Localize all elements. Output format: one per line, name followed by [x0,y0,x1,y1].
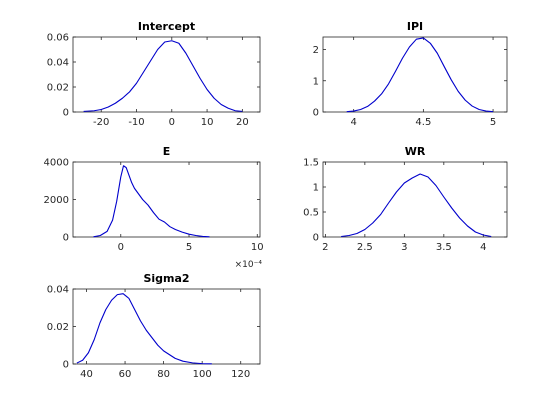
subplot-wr: WR 2 2.5 3 3.5 4 0 0.5 1 1.5 [303,145,508,253]
chart-title: Intercept [138,20,195,33]
x-tick-label: 4 [350,117,356,128]
x-tick-label: -10 [128,117,144,128]
x-tick-label: 100 [193,369,212,380]
x-exponent-label: ×10⁻⁴ [235,260,263,270]
y-tick-label: 0.5 [303,208,319,219]
x-tick-label: 0 [169,117,175,128]
x-tick-label: 80 [157,369,170,380]
subplot-sigma2: Sigma2 40 60 80 100 120 0 0.02 0.04 [47,272,261,380]
y-tick-label: 0 [313,233,319,244]
x-tick-label: -20 [93,117,109,128]
axes-box [72,161,261,238]
chart-title: Sigma2 [143,272,189,285]
x-tick-label: 4.5 [415,117,431,128]
x-tick-label: 10 [201,117,214,128]
subplot-e: E 0 5 10 0 2000 4000 ×10⁻⁴ [44,145,264,270]
y-tick-label: 0 [63,360,69,371]
density-line [83,40,243,112]
axes-box [322,161,508,238]
y-tick-label: 0 [313,108,319,119]
axes-box [322,36,508,113]
y-tick-label: 0 [63,108,69,119]
y-tick-label: 0.06 [47,33,69,44]
y-tick-label: 1 [313,76,319,87]
chart-title: E [163,145,171,158]
x-tick-label: 10 [251,242,264,253]
y-tick-label: 0.02 [47,83,69,94]
density-line [93,165,210,238]
x-tick-label: 5 [490,117,496,128]
density-line [341,173,492,238]
y-tick-label: 0.04 [47,58,69,69]
chart-title: IPI [407,20,423,33]
x-tick-label: 120 [231,369,250,380]
y-tick-label: 4000 [44,158,69,169]
x-tick-label: 40 [80,369,93,380]
chart-title: WR [405,145,426,158]
x-tick-label: 2 [322,242,328,253]
y-tick-label: 1 [313,183,319,194]
x-tick-label: 2.5 [357,242,373,253]
y-tick-label: 0 [63,233,69,244]
density-line [76,293,212,365]
x-tick-label: 4 [480,242,486,253]
density-line [346,37,494,113]
x-tick-label: 20 [236,117,249,128]
x-tick-label: 60 [119,369,132,380]
x-tick-label: 0 [118,242,124,253]
subplot-intercept: Intercept -20 -10 0 10 20 0 0.02 0.04 0.06 [47,20,261,128]
x-tick-label: 5 [186,242,192,253]
y-tick-label: 2 [313,45,319,56]
y-tick-label: 0.04 [47,285,69,296]
axes-box [72,36,261,113]
x-tick-label: 3.5 [436,242,452,253]
y-tick-label: 2000 [44,195,69,206]
x-tick-label: 3 [401,242,407,253]
subplot-ipi: IPI 4 4.5 5 0 1 2 [313,20,508,128]
y-tick-label: 0.02 [47,322,69,333]
y-tick-label: 1.5 [303,158,319,169]
